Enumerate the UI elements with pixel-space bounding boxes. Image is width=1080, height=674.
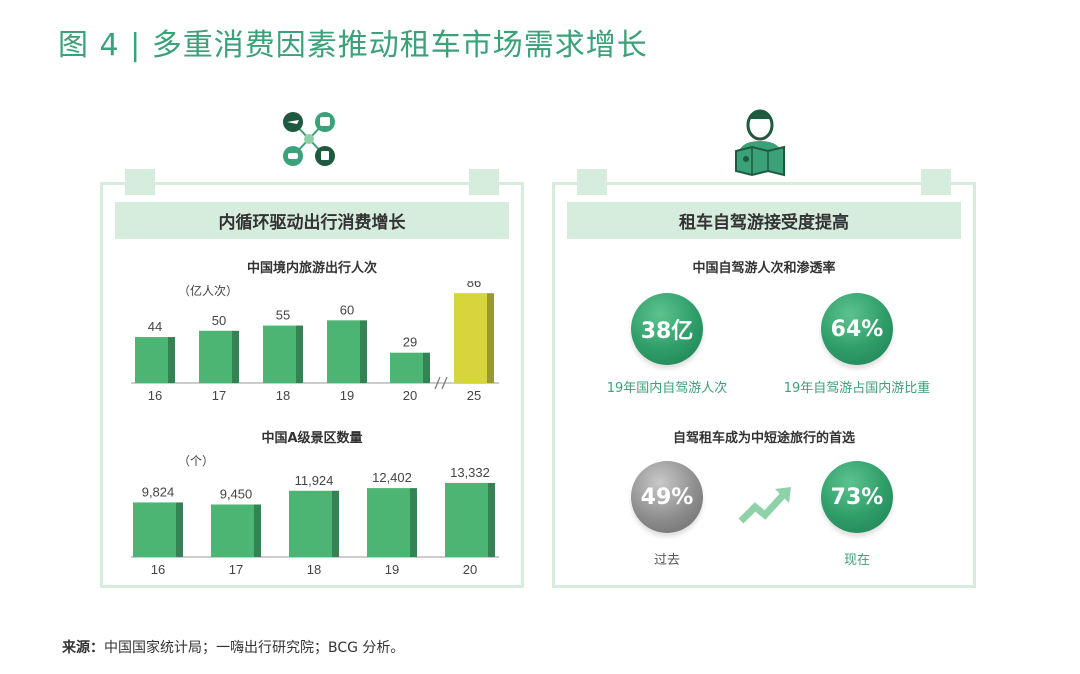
x-tick-label: 19: [340, 388, 354, 403]
panel-tab: [921, 169, 951, 195]
data-label: 44: [148, 319, 162, 334]
data-label: 55: [276, 308, 290, 323]
panel-tab: [577, 169, 607, 195]
section1-title: 中国自驾游人次和渗透率: [692, 261, 836, 276]
source-label: 来源：: [62, 640, 104, 656]
past-caption: 过去: [653, 553, 680, 568]
traveler-map-icon: [735, 109, 785, 177]
now-caption: 现在: [843, 553, 870, 568]
bar-side: [232, 330, 239, 383]
bar-side: [487, 293, 494, 383]
stat2-circle: 64%: [821, 293, 893, 365]
bar: [367, 488, 410, 557]
bar-side: [254, 504, 261, 557]
source-note: 来源：中国国家统计局；一嗨出行研究院；BCG 分析。: [62, 637, 404, 657]
x-tick-label: 18: [307, 562, 321, 577]
left-panel-header: 内循环驱动出行消费增长: [115, 202, 509, 239]
transport-network-icon: [283, 112, 335, 166]
bar: [263, 325, 296, 383]
chart2-svg: 9,824 16 9,450 17 11,924 18 12,402 19 13,332 20: [131, 465, 499, 577]
bar: [454, 293, 487, 383]
x-tick-label: 16: [148, 388, 162, 403]
bar-side: [410, 488, 417, 557]
stat2-caption: 19年自驾游占国内游比重: [783, 381, 931, 396]
source-text: 中国国家统计局；一嗨出行研究院；BCG 分析。: [104, 640, 405, 656]
chart1-svg: 44 16 50 17 55 18 60 19 29 20 86 25: [131, 281, 499, 403]
bar: [135, 337, 168, 383]
stat1-circle: 38亿: [631, 293, 703, 365]
past-circle: 49%: [631, 461, 703, 533]
panel-tab: [125, 169, 155, 195]
x-tick-label: 16: [151, 562, 165, 577]
figure-title: 图 4 | 多重消费因素推动租车市场需求增长: [58, 28, 648, 63]
panel-tab: [469, 169, 499, 195]
bar: [199, 330, 232, 383]
axis-break-mark: [434, 376, 448, 390]
left-panel: 内循环驱动出行消费增长 中国境内旅游出行人次 （亿人次） 44 16 50 17 55 1…: [100, 169, 524, 588]
bar-side: [168, 337, 175, 383]
x-tick-label: 20: [403, 388, 417, 403]
section2-title: 自驾租车成为中短途旅行的首选: [672, 431, 855, 446]
data-label: 9,450: [220, 487, 253, 502]
x-tick-label: 19: [385, 562, 399, 577]
bar: [327, 320, 360, 383]
chart2-title: 中国A级景区数量: [261, 431, 363, 446]
x-tick-label: 20: [463, 562, 477, 577]
bar: [211, 504, 254, 557]
chart2-unit: （个）: [178, 454, 215, 468]
chart1-unit: （亿人次）: [178, 284, 239, 298]
bar-side: [360, 320, 367, 383]
trend-up-arrow-icon: [738, 487, 791, 524]
x-tick-label: 17: [229, 562, 243, 577]
stat1-caption: 19年国内自驾游人次: [606, 381, 728, 396]
x-tick-label: 18: [276, 388, 290, 403]
x-tick-label: 25: [467, 388, 481, 403]
right-panel-header: 租车自驾游接受度提高: [567, 202, 961, 239]
bar-side: [488, 482, 495, 557]
data-label: 29: [403, 335, 417, 350]
bar-side: [296, 325, 303, 383]
data-label: 11,924: [295, 473, 334, 488]
data-label: 50: [212, 313, 226, 328]
bar: [390, 352, 423, 383]
now-circle: 73%: [821, 461, 893, 533]
chart1-title: 中国境内旅游出行人次: [246, 261, 377, 276]
data-label: 9,824: [142, 484, 175, 499]
data-label: 86: [467, 281, 481, 290]
bar-side: [423, 352, 430, 383]
bar-side: [176, 502, 183, 557]
data-label: 12,402: [372, 470, 412, 485]
bar: [289, 490, 332, 557]
bar: [133, 502, 176, 557]
right-panel: 租车自驾游接受度提高 中国自驾游人次和渗透率 38亿 19年国内自驾游人次 64…: [552, 169, 976, 588]
data-label: 60: [340, 302, 354, 317]
x-tick-label: 17: [212, 388, 226, 403]
bar: [445, 482, 488, 557]
data-label: 13,332: [450, 465, 490, 480]
bar-side: [332, 490, 339, 557]
